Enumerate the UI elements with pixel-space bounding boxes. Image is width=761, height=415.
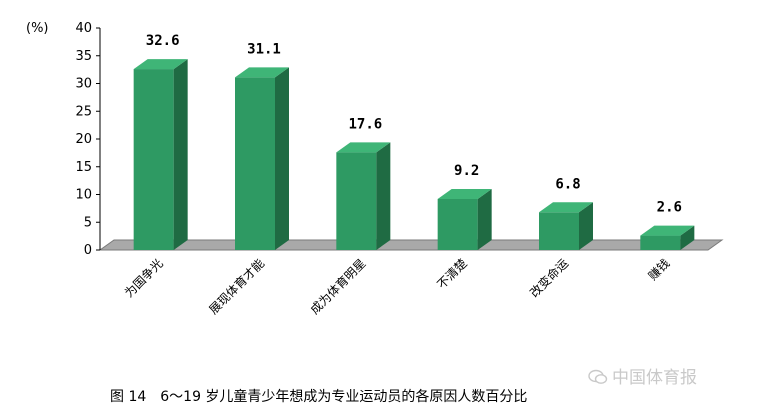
bar-front [640,235,681,250]
bar-value-label: 9.2 [454,163,479,179]
bar-side [579,202,593,250]
bar [235,67,289,251]
y-tick-label: 10 [75,188,92,203]
bar-side [275,67,289,251]
category-label: 为国争光 [122,256,166,300]
bar-front [437,198,478,250]
y-unit-label: (%) [26,21,49,36]
bar [336,142,391,250]
y-tick-label: 25 [75,104,92,119]
bar-front [539,212,579,250]
bar-value-label: 31.1 [247,41,281,57]
bar [133,59,188,250]
y-tick-label: 5 [84,215,92,230]
y-tick-label: 40 [75,21,92,36]
bar-value-label: 32.6 [146,33,180,49]
category-label: 赚钱 [645,256,673,284]
bar-side [680,225,695,250]
y-tick-label: 15 [75,160,92,175]
bar-value-label: 2.6 [657,200,682,216]
y-tick-label: 20 [75,132,92,147]
category-label: 展现体育才能 [206,256,268,318]
bar-top [133,59,188,70]
watermark: 中国体育报 [588,363,697,388]
bar-value-label: 17.6 [348,116,382,132]
category-label: 改变命运 [527,256,572,301]
bar-top [235,67,289,78]
bar [539,202,593,250]
category-label: 不清楚 [434,256,469,291]
bar-side [477,188,492,250]
watermark-text: 中国体育报 [612,368,697,388]
y-tick-label: 30 [75,77,92,92]
y-tick-label: 35 [75,49,92,64]
bar-top [437,188,492,199]
bar-front [336,152,377,250]
bar-value-label: 6.8 [555,176,580,192]
y-tick-label: 0 [84,243,92,258]
chart-floor [98,239,724,251]
figure-caption: 图 14 6～19 岁儿童青少年想成为专业运动员的各原因人数百分比 [110,389,528,405]
wechat-icon [588,369,608,384]
bar-top [539,202,593,213]
bar-top [336,142,391,153]
bar-top [640,225,695,236]
bar-side [173,59,188,250]
bar-front [235,77,275,251]
category-label: 成为体育明星 [307,256,369,318]
bar-front [133,69,174,250]
bar [640,225,695,250]
bar [437,188,492,250]
bar-side [376,142,391,250]
